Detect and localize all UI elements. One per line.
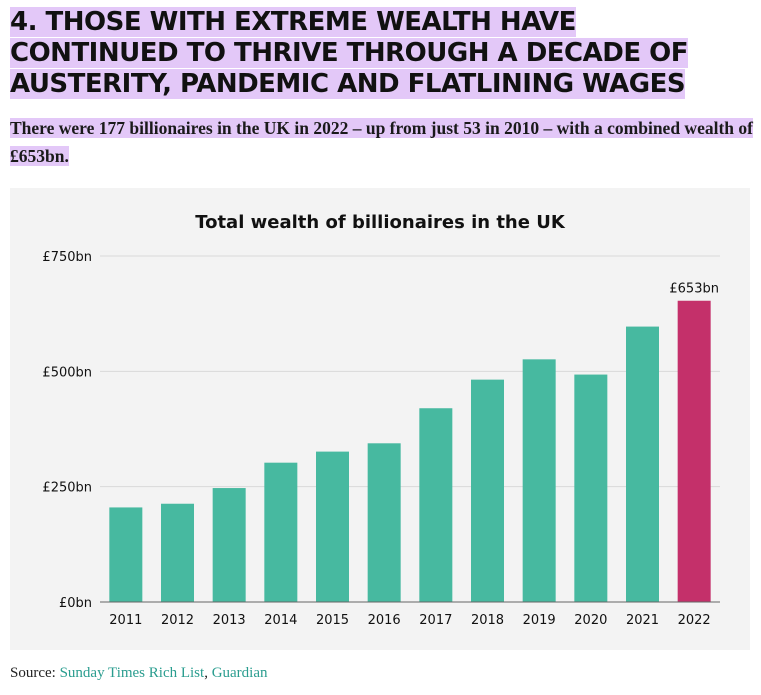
source-line: Source: Sunday Times Rich List, Guardian	[10, 665, 268, 682]
y-tick-label: £750bn	[42, 250, 92, 265]
article-subheading: There were 177 billionaires in the UK in…	[10, 114, 755, 170]
source-separator: ,	[204, 665, 212, 681]
x-tick-label: 2022	[678, 613, 711, 628]
bar-2021	[626, 326, 659, 602]
x-tick-label: 2015	[316, 613, 349, 628]
x-tick-label: 2020	[574, 613, 607, 628]
bar-2019	[522, 359, 556, 602]
data-label: £653bn	[669, 282, 719, 297]
y-tick-label: £250bn	[42, 481, 92, 496]
bar-2016	[367, 443, 401, 602]
x-tick-label: 2016	[368, 613, 401, 628]
chart-title: Total wealth of billionaires in the UK	[195, 212, 566, 233]
source-link-guardian[interactable]: Guardian	[211, 665, 268, 681]
subheading-text: There were 177 billionaires in the UK in…	[10, 118, 753, 166]
bar-2013	[212, 488, 246, 602]
bar-2015	[316, 451, 349, 602]
source-prefix: Source:	[10, 665, 60, 681]
chart-panel: Total wealth of billionaires in the UK £0…	[10, 188, 750, 650]
y-tick-label: £0bn	[59, 596, 92, 611]
bar-2011	[109, 507, 143, 602]
x-tick-label: 2019	[523, 613, 556, 628]
x-tick-label: 2012	[161, 613, 194, 628]
bar-2018	[471, 379, 504, 602]
article-heading: 4. Those with extreme wealth have contin…	[10, 7, 750, 100]
y-tick-label: £500bn	[42, 365, 92, 380]
x-tick-label: 2011	[109, 613, 142, 628]
heading-text: 4. Those with extreme wealth have contin…	[10, 7, 689, 99]
bar-2012	[161, 503, 194, 602]
bar-2017	[419, 408, 453, 602]
x-tick-label: 2018	[471, 613, 504, 628]
bar-2014	[264, 462, 298, 602]
x-tick-label: 2021	[626, 613, 659, 628]
wealth-bar-chart: Total wealth of billionaires in the UK £0…	[42, 212, 720, 628]
bar-2022	[677, 300, 711, 602]
source-link-sunday-times[interactable]: Sunday Times Rich List	[59, 665, 205, 681]
bar-2020	[574, 374, 608, 602]
x-tick-label: 2014	[264, 613, 297, 628]
x-tick-label: 2017	[419, 613, 452, 628]
x-tick-label: 2013	[213, 613, 246, 628]
